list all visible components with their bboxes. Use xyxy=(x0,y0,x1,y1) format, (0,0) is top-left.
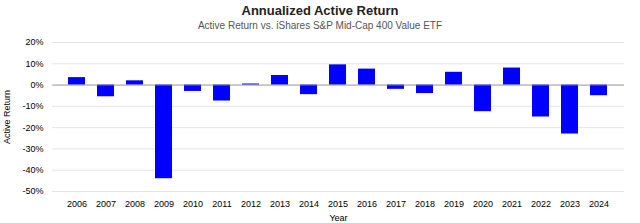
svg-text:0%: 0% xyxy=(30,80,43,90)
svg-text:2007: 2007 xyxy=(96,199,116,209)
html-text:Active Return vs. iShares S&P: Active Return vs. iShares S&P Mid-Cap 40… xyxy=(197,20,443,31)
svg-text:2008: 2008 xyxy=(125,199,145,209)
svg-text:-10%: -10% xyxy=(22,101,43,111)
svg-text:2021: 2021 xyxy=(502,199,522,209)
svg-text:2017: 2017 xyxy=(386,199,406,209)
svg-text:2019: 2019 xyxy=(444,199,464,209)
svg-text:10%: 10% xyxy=(25,59,43,69)
svg-text:2009: 2009 xyxy=(154,199,174,209)
html-text:Annualized Active Return: Annualized Active Return xyxy=(241,3,399,18)
svg-text:2018: 2018 xyxy=(415,199,435,209)
svg-text:20%: 20% xyxy=(25,37,43,47)
svg-text:2013: 2013 xyxy=(270,199,290,209)
svg-text:-30%: -30% xyxy=(22,144,43,154)
svg-text:2012: 2012 xyxy=(241,199,261,209)
svg-text:2014: 2014 xyxy=(299,199,319,209)
svg-text:2023: 2023 xyxy=(560,199,580,209)
svg-text:2011: 2011 xyxy=(212,199,231,209)
svg-text:Year: Year xyxy=(329,213,347,223)
svg-text:-20%: -20% xyxy=(22,123,43,133)
svg-text:2024: 2024 xyxy=(589,199,609,209)
svg-text:2010: 2010 xyxy=(183,199,203,209)
svg-text:-40%: -40% xyxy=(22,165,43,175)
svg-text:2022: 2022 xyxy=(531,199,551,209)
svg-text:2015: 2015 xyxy=(328,199,348,209)
svg-text:2006: 2006 xyxy=(67,199,87,209)
svg-text:Active Return: Active Return xyxy=(2,90,12,144)
svg-text:-50%: -50% xyxy=(22,186,43,196)
svg-text:2016: 2016 xyxy=(357,199,377,209)
svg-text:2020: 2020 xyxy=(473,199,493,209)
